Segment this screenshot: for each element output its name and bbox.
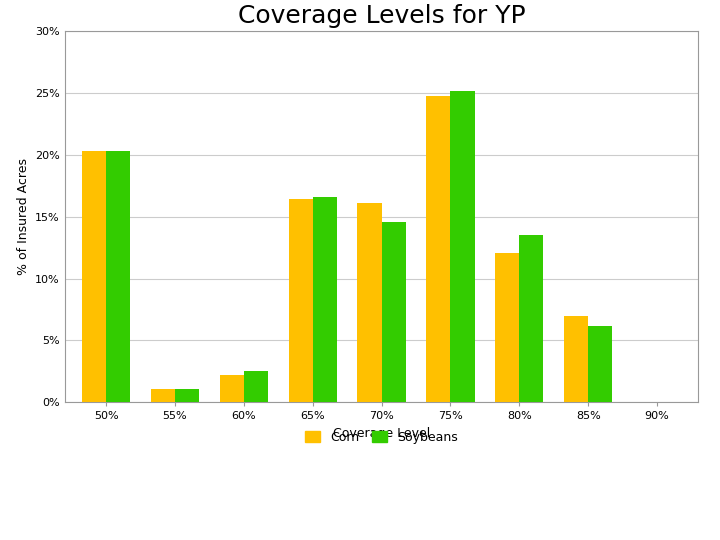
Title: Coverage Levels for YP: Coverage Levels for YP bbox=[238, 4, 526, 28]
Y-axis label: % of Insured Acres: % of Insured Acres bbox=[17, 158, 30, 275]
Bar bbox=[426, 96, 451, 402]
Bar bbox=[82, 151, 106, 402]
Bar bbox=[312, 197, 337, 402]
Bar bbox=[382, 222, 405, 402]
Bar bbox=[106, 151, 130, 402]
X-axis label: Coverage Level: Coverage Level bbox=[333, 427, 431, 440]
Bar bbox=[588, 326, 612, 402]
Text: Ag Decision Maker: Ag Decision Maker bbox=[547, 493, 709, 507]
Bar bbox=[519, 235, 544, 402]
Bar bbox=[175, 389, 199, 402]
Bar bbox=[220, 375, 244, 402]
Text: IOWA STATE UNIVERSITY: IOWA STATE UNIVERSITY bbox=[11, 476, 277, 494]
Bar bbox=[564, 316, 588, 402]
Bar bbox=[289, 199, 312, 402]
Bar bbox=[495, 253, 519, 402]
Bar bbox=[358, 203, 382, 402]
Text: Extension and Outreach/Department of Economics: Extension and Outreach/Department of Eco… bbox=[11, 512, 276, 522]
Bar bbox=[244, 372, 268, 402]
Bar bbox=[451, 91, 474, 402]
Bar bbox=[151, 389, 175, 402]
Legend: Corn, Soybeans: Corn, Soybeans bbox=[300, 426, 463, 449]
